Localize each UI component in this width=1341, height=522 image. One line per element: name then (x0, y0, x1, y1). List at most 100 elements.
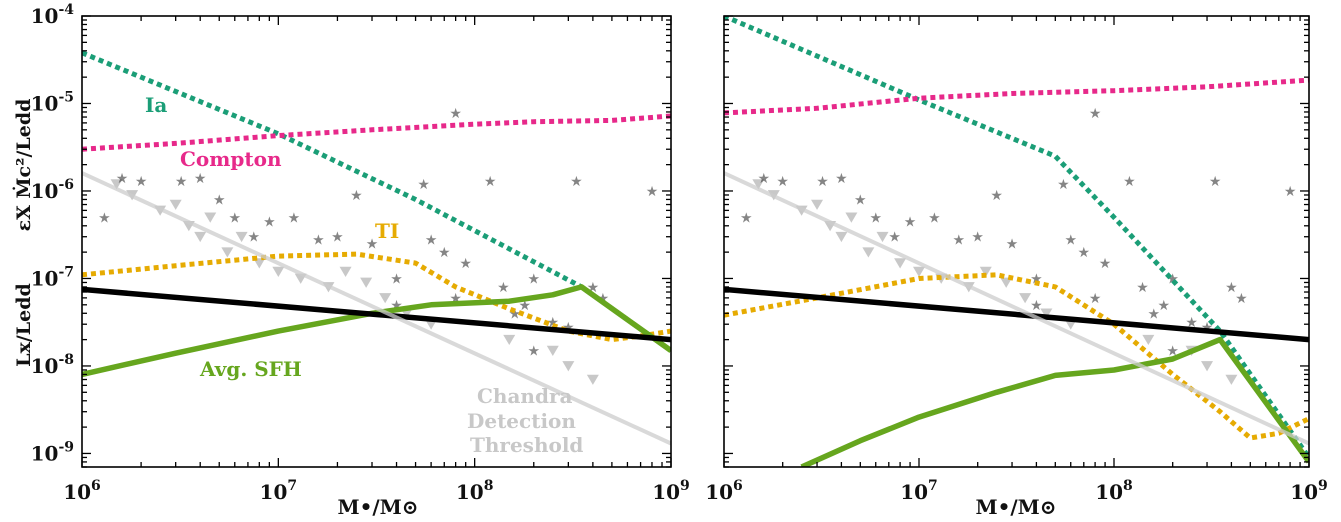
right-upper-limit-21 (1225, 374, 1238, 385)
left-detection-point-33: ★ (646, 184, 659, 200)
right-detection-point-20: ★ (1089, 291, 1102, 307)
left-detection-point-3: ★ (175, 174, 188, 190)
left-detection-point-4: ★ (194, 171, 207, 187)
left-panel: ★★ ★ ★ ★★★★★ ★★ ★★★★★★★★★★★★★★★★★★ ★★★★★ 106 10… (12, 2, 690, 519)
right-detection-point-8: ★ (904, 214, 917, 230)
right-detection-point-18: ★ (1078, 245, 1091, 261)
y-axis-label-top-text: εX Ṁc²/Ledd (12, 99, 35, 232)
label-compton: Compton (180, 147, 282, 171)
right-detection-point-30: ★ (1209, 174, 1222, 190)
left-detection-point-18: ★ (438, 245, 451, 261)
right-detection-point-19: ★ (1089, 106, 1102, 122)
right-x-tick-label-2: 108 (1095, 478, 1133, 504)
label-avg-sfh: Avg. SFH (199, 357, 302, 381)
right-detection-point-17: ★ (1064, 232, 1077, 248)
left-upper-limit-10 (272, 266, 285, 277)
x-axis-label-left: M•/M⊙ (337, 495, 418, 519)
left-y-tick-label-1: 10-5 (31, 89, 74, 115)
left-upper-limit-13 (339, 266, 352, 277)
label-ia: Ia (145, 93, 167, 117)
left-series-ia-line (82, 50, 671, 353)
x-axis-label-right: M•/M⊙ (975, 495, 1056, 519)
right-upper-limit-18 (1142, 334, 1155, 346)
left-detection-point-14: ★ (390, 271, 403, 287)
left-detection-point-21: ★ (459, 256, 472, 272)
left-detection-point-12: ★ (350, 188, 363, 204)
left-y-tick-label-0: 10-4 (31, 2, 75, 28)
right-detection-point-31: ★ (1225, 280, 1238, 296)
right-upper-limit-14 (1000, 277, 1013, 288)
right-detection-point-24: ★ (1148, 306, 1161, 322)
left-upper-limit-15 (379, 293, 392, 304)
left-series-avg-sfh-line (82, 284, 671, 378)
right-ticks: 106 107 108 109 (705, 15, 1328, 504)
left-detection-point-13: ★ (366, 237, 379, 253)
left-plot-frame (81, 15, 672, 468)
right-upper-limit-6 (845, 212, 858, 223)
left-series-compton-line (82, 113, 671, 152)
right-x-tick-label-3: 109 (1290, 478, 1328, 504)
left-detection-point-5: ★ (213, 192, 226, 208)
left-upper-limit-7 (221, 247, 234, 258)
right-detection-point-22: ★ (1123, 174, 1136, 190)
right-detection-point-9: ★ (928, 210, 941, 226)
left-detection-point-0: ★ (98, 210, 111, 226)
left-detection-point-2: ★ (135, 174, 148, 190)
left-x-tick-label-2: 108 (456, 478, 494, 504)
left-x-tick-label-1: 107 (260, 478, 298, 504)
left-detection-point-7: ★ (248, 230, 261, 246)
left-detection-point-6: ★ (228, 210, 241, 226)
y-axis-label-top: εX Ṁc²/Ledd (12, 99, 35, 232)
right-upper-limit-5 (835, 231, 848, 243)
left-detection-point-30: ★ (570, 174, 583, 190)
right-upper-limit-9 (894, 258, 907, 269)
left-y-tick-label-3: 10-7 (31, 264, 74, 290)
left-y-tick-label-4: 10-8 (31, 352, 74, 378)
label-ti: TI (375, 219, 399, 243)
right-x-tick-label-0: 106 (705, 478, 743, 504)
right-detection-point-21: ★ (1099, 256, 1112, 272)
left-y-tick-label-2: 10-6 (31, 177, 74, 203)
right-plot-frame (723, 15, 1310, 468)
right-detection-point-23: ★ (1136, 280, 1149, 296)
left-upper-limit-3 (169, 199, 182, 210)
right-upper-limit-3 (811, 199, 824, 210)
left-detection-point-26: ★ (527, 271, 540, 287)
right-upper-limit-16 (1040, 308, 1053, 319)
right-upper-limit-0 (752, 179, 765, 190)
y-axis-label-bottom: Lx/Ledd (13, 283, 35, 367)
left-upper-limit-21 (586, 374, 599, 385)
left-detection-point-27: ★ (527, 344, 540, 360)
left-detection-point-10: ★ (312, 232, 325, 248)
left-ticks: 106 107 108 109 10-4 10-5 10-6 10-7 10-8 10-9 (31, 2, 690, 504)
right-upper-limit-15 (1019, 293, 1032, 304)
right-series-avg-sfh-line (800, 336, 1309, 467)
right-detection-point-11: ★ (971, 230, 984, 246)
left-series-chandra-detection-threshold-line (82, 171, 671, 446)
label-chandra-1: Chandra (477, 384, 572, 408)
left-detection-point-11: ★ (331, 230, 344, 246)
left-detection-point-23: ★ (497, 280, 510, 296)
left-detection-point-9: ★ (288, 210, 301, 226)
left-upper-limit-19 (546, 345, 559, 356)
right-detection-point-3: ★ (816, 174, 829, 190)
right-series-compton-line (724, 77, 1309, 116)
right-detection-point-7: ★ (888, 230, 901, 246)
left-detection-point-8: ★ (263, 214, 276, 230)
right-detection-point-15: ★ (1030, 298, 1043, 314)
right-data: ★★ ★ ★ ★★★★★ ★★ ★★★★★★★★★★★★★★★★★★ ★★★★★ (724, 16, 1309, 467)
label-chandra-3: Threshold (470, 433, 583, 457)
left-upper-limit-14 (360, 277, 373, 288)
left-x-tick-label-3: 109 (652, 478, 690, 504)
left-upper-limit-9 (253, 258, 266, 269)
left-upper-limit-18 (503, 334, 516, 346)
right-upper-limit-13 (979, 266, 992, 277)
left-upper-limit-20 (562, 361, 575, 372)
right-detection-point-10: ★ (953, 232, 966, 248)
left-series-ti-line (82, 251, 671, 343)
right-detection-point-16: ★ (1057, 177, 1070, 193)
y-axis-label-bottom-text: Lx/Ledd (13, 283, 35, 367)
left-series-black-line (82, 286, 671, 343)
right-detection-point-1: ★ (758, 171, 771, 187)
